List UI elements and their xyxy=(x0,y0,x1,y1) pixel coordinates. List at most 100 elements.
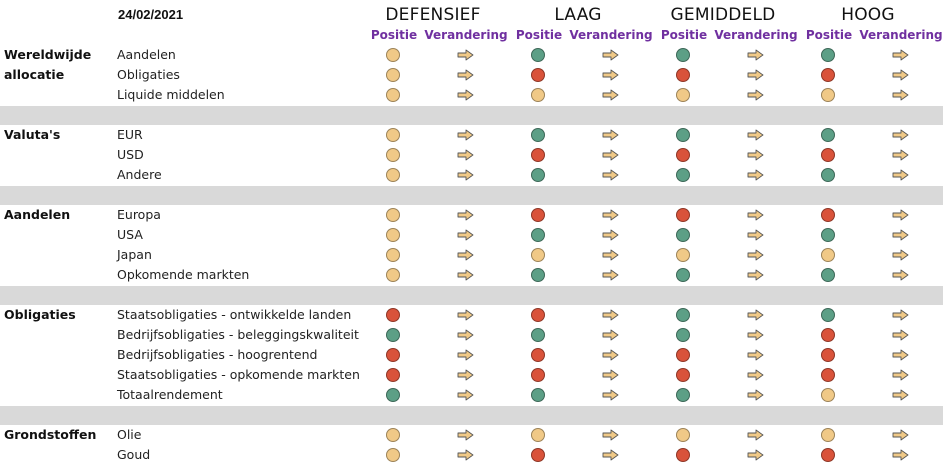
arrow-right-icon xyxy=(602,269,619,281)
row-label: Obligaties xyxy=(117,67,180,82)
row-label: Europa xyxy=(117,207,161,222)
position-green-dot xyxy=(531,268,545,282)
arrow-right-icon xyxy=(457,389,474,401)
arrow-right-icon xyxy=(747,389,764,401)
arrow-right-icon xyxy=(457,169,474,181)
position-red-dot xyxy=(531,68,545,82)
arrow-right-icon xyxy=(747,449,764,461)
arrow-right-icon xyxy=(602,249,619,261)
row-label: Opkomende markten xyxy=(117,267,250,282)
position-orange-dot xyxy=(386,428,400,442)
arrow-right-icon xyxy=(747,149,764,161)
arrow-right-icon xyxy=(602,449,619,461)
arrow-right-icon xyxy=(602,209,619,221)
arrow-right-icon xyxy=(457,429,474,441)
position-orange-dot xyxy=(676,88,690,102)
arrow-right-icon xyxy=(892,329,909,341)
position-red-dot xyxy=(676,208,690,222)
position-green-dot xyxy=(531,388,545,402)
arrow-right-icon xyxy=(457,249,474,261)
position-orange-dot xyxy=(386,168,400,182)
arrow-right-icon xyxy=(457,209,474,221)
arrow-right-icon xyxy=(892,129,909,141)
position-red-dot xyxy=(531,448,545,462)
position-orange-dot xyxy=(821,388,835,402)
position-green-dot xyxy=(821,128,835,142)
position-green-dot xyxy=(821,168,835,182)
position-orange-dot xyxy=(386,208,400,222)
arrow-right-icon xyxy=(747,349,764,361)
profile-header-gemiddeld: GEMIDDELD xyxy=(670,5,776,25)
category-label: Aandelen xyxy=(4,207,71,222)
row-label: Staatsobligaties - ontwikkelde landen xyxy=(117,307,352,322)
arrow-right-icon xyxy=(602,369,619,381)
section-separator xyxy=(0,406,943,425)
position-orange-dot xyxy=(386,448,400,462)
position-green-dot xyxy=(676,328,690,342)
sub-header-position: Positie xyxy=(805,28,853,42)
position-red-dot xyxy=(821,348,835,362)
position-green-dot xyxy=(676,48,690,62)
position-green-dot xyxy=(821,308,835,322)
arrow-right-icon xyxy=(892,349,909,361)
arrow-right-icon xyxy=(892,209,909,221)
position-green-dot xyxy=(676,308,690,322)
position-orange-dot xyxy=(386,228,400,242)
arrow-right-icon xyxy=(747,129,764,141)
position-orange-dot xyxy=(386,268,400,282)
arrow-right-icon xyxy=(747,269,764,281)
category-label: Grondstoffen xyxy=(4,427,97,442)
position-red-dot xyxy=(386,308,400,322)
row-label: Aandelen xyxy=(117,47,176,62)
row-label: EUR xyxy=(117,127,143,142)
arrow-right-icon xyxy=(747,89,764,101)
arrow-right-icon xyxy=(747,429,764,441)
arrow-right-icon xyxy=(457,349,474,361)
position-red-dot xyxy=(821,328,835,342)
arrow-right-icon xyxy=(747,329,764,341)
position-red-dot xyxy=(531,148,545,162)
position-green-dot xyxy=(676,228,690,242)
arrow-right-icon xyxy=(747,369,764,381)
profile-header-laag: LAAG xyxy=(554,5,602,25)
position-green-dot xyxy=(531,328,545,342)
arrow-right-icon xyxy=(892,269,909,281)
position-red-dot xyxy=(821,208,835,222)
row-label: Goud xyxy=(117,447,151,462)
position-red-dot xyxy=(676,68,690,82)
position-red-dot xyxy=(676,448,690,462)
arrow-right-icon xyxy=(602,229,619,241)
arrow-right-icon xyxy=(892,229,909,241)
row-label: Olie xyxy=(117,427,142,442)
arrow-right-icon xyxy=(892,369,909,381)
arrow-right-icon xyxy=(457,129,474,141)
position-orange-dot xyxy=(531,428,545,442)
arrow-right-icon xyxy=(602,49,619,61)
arrow-right-icon xyxy=(602,149,619,161)
row-label: Bedrijfsobligaties - hoogrentend xyxy=(117,347,318,362)
section-separator xyxy=(0,286,943,305)
position-orange-dot xyxy=(531,248,545,262)
position-red-dot xyxy=(386,348,400,362)
arrow-right-icon xyxy=(457,89,474,101)
row-label: Bedrijfsobligaties - beleggingskwaliteit xyxy=(117,327,359,342)
row-label: Andere xyxy=(117,167,162,182)
sub-header-change: Verandering xyxy=(859,28,943,42)
profile-header-defensief: DEFENSIEF xyxy=(385,5,481,25)
arrow-right-icon xyxy=(457,269,474,281)
position-orange-dot xyxy=(821,248,835,262)
category-label: Wereldwijde allocatie xyxy=(4,47,92,82)
arrow-right-icon xyxy=(457,309,474,321)
position-red-dot xyxy=(386,368,400,382)
position-red-dot xyxy=(676,368,690,382)
arrow-right-icon xyxy=(602,129,619,141)
profile-header-hoog: HOOG xyxy=(841,5,895,25)
arrow-right-icon xyxy=(892,49,909,61)
arrow-right-icon xyxy=(747,209,764,221)
position-green-dot xyxy=(676,128,690,142)
position-green-dot xyxy=(531,48,545,62)
position-red-dot xyxy=(531,348,545,362)
report-date: 24/02/2021 xyxy=(118,7,184,22)
position-orange-dot xyxy=(386,248,400,262)
